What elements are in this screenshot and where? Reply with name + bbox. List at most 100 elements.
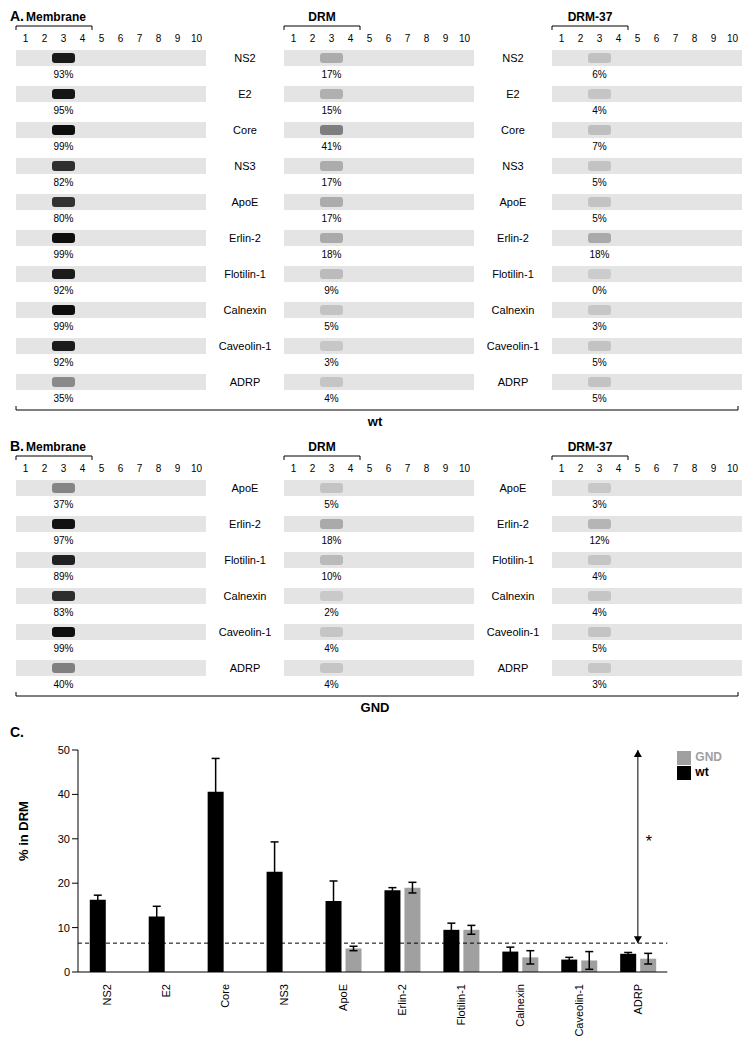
svg-text:ADRP: ADRP (632, 984, 644, 1015)
svg-text:DRM-37: DRM-37 (568, 10, 613, 24)
svg-text:ADRP: ADRP (498, 662, 529, 674)
svg-text:NS2: NS2 (502, 52, 523, 64)
svg-text:50: 50 (58, 744, 70, 756)
svg-text:DRM: DRM (308, 440, 335, 454)
svg-text:5%: 5% (592, 357, 607, 368)
svg-text:10: 10 (191, 33, 203, 44)
svg-text:ApoE: ApoE (232, 482, 259, 494)
svg-text:1: 1 (291, 463, 297, 474)
svg-text:6: 6 (118, 463, 124, 474)
svg-text:9: 9 (711, 33, 717, 44)
svg-text:40: 40 (58, 788, 70, 800)
svg-text:6: 6 (386, 33, 392, 44)
svg-text:B.: B. (10, 438, 24, 454)
svg-text:10: 10 (459, 33, 471, 44)
svg-text:7: 7 (137, 463, 143, 474)
svg-text:17%: 17% (321, 177, 341, 188)
svg-text:Core: Core (233, 124, 257, 136)
svg-text:E2: E2 (506, 88, 519, 100)
svg-text:5: 5 (367, 463, 373, 474)
svg-text:4: 4 (348, 463, 354, 474)
svg-text:9: 9 (711, 463, 717, 474)
svg-text:4%: 4% (324, 393, 339, 404)
svg-text:92%: 92% (53, 285, 73, 296)
svg-text:4: 4 (348, 33, 354, 44)
svg-text:Caveolin-1: Caveolin-1 (573, 984, 585, 1037)
svg-text:Erlin-2: Erlin-2 (396, 984, 408, 1016)
svg-text:ApoE: ApoE (337, 984, 349, 1011)
svg-text:5: 5 (635, 33, 641, 44)
svg-text:1: 1 (559, 33, 565, 44)
svg-text:6%: 6% (592, 69, 607, 80)
svg-text:2: 2 (578, 463, 584, 474)
svg-text:12%: 12% (589, 535, 609, 546)
svg-text:10: 10 (58, 922, 70, 934)
svg-text:A.: A. (10, 8, 24, 24)
svg-text:99%: 99% (53, 643, 73, 654)
svg-text:Flotilin-1: Flotilin-1 (492, 554, 534, 566)
svg-text:Flotilin-1: Flotilin-1 (224, 268, 266, 280)
svg-text:99%: 99% (53, 141, 73, 152)
svg-text:9%: 9% (324, 285, 339, 296)
svg-text:7: 7 (673, 463, 679, 474)
svg-text:Erlin-2: Erlin-2 (229, 518, 261, 530)
svg-text:80%: 80% (53, 213, 73, 224)
svg-text:9: 9 (443, 463, 449, 474)
svg-text:3: 3 (329, 463, 335, 474)
svg-text:ApoE: ApoE (500, 482, 527, 494)
svg-text:Erlin-2: Erlin-2 (497, 232, 529, 244)
svg-text:18%: 18% (589, 249, 609, 260)
svg-text:0%: 0% (592, 285, 607, 296)
svg-text:89%: 89% (53, 571, 73, 582)
svg-text:1: 1 (559, 463, 565, 474)
svg-text:2: 2 (310, 463, 316, 474)
svg-text:4: 4 (80, 33, 86, 44)
svg-text:ApoE: ApoE (232, 196, 259, 208)
svg-text:37%: 37% (53, 499, 73, 510)
svg-text:8: 8 (156, 33, 162, 44)
svg-text:3%: 3% (324, 357, 339, 368)
svg-text:99%: 99% (53, 249, 73, 260)
svg-text:18%: 18% (321, 249, 341, 260)
svg-text:3: 3 (61, 463, 67, 474)
svg-text:5: 5 (99, 463, 105, 474)
svg-text:2%: 2% (324, 607, 339, 618)
svg-text:8: 8 (156, 463, 162, 474)
svg-text:4%: 4% (592, 105, 607, 116)
svg-text:6: 6 (654, 33, 660, 44)
svg-text:Erlin-2: Erlin-2 (497, 518, 529, 530)
svg-text:8: 8 (424, 33, 430, 44)
svg-text:4%: 4% (592, 607, 607, 618)
svg-text:0: 0 (64, 966, 70, 978)
svg-text:5%: 5% (592, 643, 607, 654)
svg-text:15%: 15% (321, 105, 341, 116)
svg-text:Flotilin-1: Flotilin-1 (492, 268, 534, 280)
svg-text:E2: E2 (238, 88, 251, 100)
svg-text:7: 7 (137, 33, 143, 44)
svg-text:5: 5 (367, 33, 373, 44)
svg-text:% in DRM: % in DRM (16, 801, 31, 861)
svg-text:DRM: DRM (308, 10, 335, 24)
svg-text:30: 30 (58, 833, 70, 845)
svg-text:18%: 18% (321, 535, 341, 546)
svg-text:1: 1 (291, 33, 297, 44)
svg-text:4: 4 (80, 463, 86, 474)
svg-text:7: 7 (405, 463, 411, 474)
svg-text:95%: 95% (53, 105, 73, 116)
svg-text:NS3: NS3 (502, 160, 523, 172)
svg-text:97%: 97% (53, 535, 73, 546)
svg-text:4: 4 (616, 33, 622, 44)
svg-text:Caveolin-1: Caveolin-1 (219, 340, 272, 352)
svg-text:ADRP: ADRP (230, 376, 261, 388)
svg-text:6: 6 (118, 33, 124, 44)
svg-text:10: 10 (727, 33, 739, 44)
svg-text:2: 2 (42, 33, 48, 44)
svg-text:7: 7 (405, 33, 411, 44)
svg-text:4%: 4% (324, 643, 339, 654)
svg-text:40%: 40% (53, 679, 73, 690)
svg-text:Core: Core (501, 124, 525, 136)
svg-text:6: 6 (654, 463, 660, 474)
svg-text:Flotilin-1: Flotilin-1 (455, 984, 467, 1026)
svg-text:5%: 5% (324, 499, 339, 510)
svg-text:9: 9 (175, 33, 181, 44)
